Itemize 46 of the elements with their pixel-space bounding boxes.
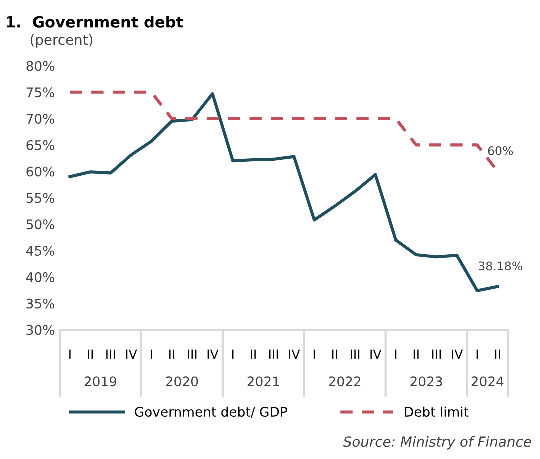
text: 2023 xyxy=(410,376,442,387)
text: 2024 xyxy=(472,376,504,387)
x-tick-label: IV xyxy=(370,350,382,359)
x-tick-label: II xyxy=(332,350,338,359)
x-tick-label: I xyxy=(395,350,397,359)
text: 2021 xyxy=(248,376,280,387)
x-tick-label: III xyxy=(432,350,442,359)
y-tick-label: 55% xyxy=(26,193,54,204)
x-tick-label: II xyxy=(170,350,174,359)
x-tick-label: I xyxy=(232,350,234,359)
y-tick-label: 45% xyxy=(26,246,54,256)
x-tick-label: I xyxy=(314,350,316,359)
x-tick-label: I xyxy=(70,350,71,359)
x-tick-label: III xyxy=(106,350,116,359)
x-tick-label: IV xyxy=(452,350,464,359)
x-tick-label: IV xyxy=(126,350,138,359)
text: 2019 xyxy=(84,376,117,387)
source-note: Source: Ministry of Finance xyxy=(343,436,532,450)
y-tick-label: 60% xyxy=(26,166,54,177)
x-tick-label: II xyxy=(88,350,94,359)
x-tick-label: IV xyxy=(289,350,300,359)
y-tick-label: 40% xyxy=(26,272,54,282)
text: 2022 xyxy=(329,376,361,387)
x-tick-label: II xyxy=(495,350,500,359)
y-tick-label: 80% xyxy=(26,61,54,72)
chart-subtitle: (percent) xyxy=(30,34,93,48)
y-tick-label: 30% xyxy=(26,325,54,336)
data-label: 38.18% xyxy=(478,262,522,271)
chart-title: 1. Government debt xyxy=(7,16,184,28)
text: 2020 xyxy=(166,376,198,387)
x-tick-label: IV xyxy=(208,350,219,359)
data-label: 60% xyxy=(488,146,514,156)
x-tick-label: I xyxy=(476,350,478,359)
y-tick-label: 50% xyxy=(26,220,54,230)
x-tick-label: II xyxy=(414,350,419,359)
x-tick-label: III xyxy=(350,350,360,359)
y-tick-label: 75% xyxy=(26,88,54,98)
x-tick-label: II xyxy=(250,350,256,359)
x-tick-label: I xyxy=(151,350,152,359)
y-tick-label: 65% xyxy=(26,140,54,150)
y-tick-label: 70% xyxy=(26,114,54,124)
x-tick-label: III xyxy=(270,350,278,359)
y-tick-label: 35% xyxy=(26,298,54,309)
legend-label: Government debt/ GDP xyxy=(135,406,288,418)
legend-label: Debt limit xyxy=(405,406,469,418)
x-tick-label: III xyxy=(188,350,197,359)
